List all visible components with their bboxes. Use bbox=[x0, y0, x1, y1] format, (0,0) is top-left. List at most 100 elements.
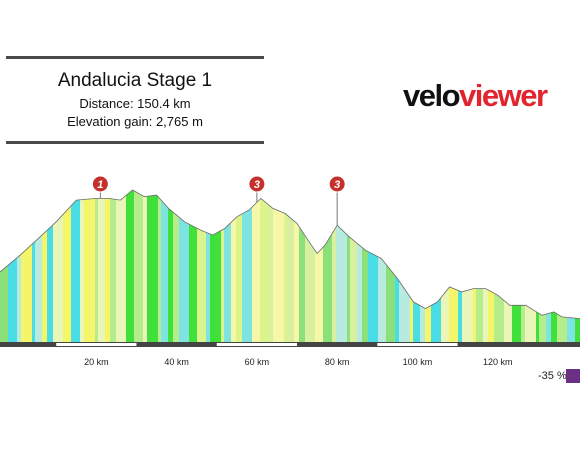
gradient-strip bbox=[494, 190, 505, 342]
gradient-strip bbox=[98, 190, 106, 342]
gradient-strip bbox=[323, 190, 333, 342]
gradient-strip bbox=[161, 190, 169, 342]
gradient-legend-label: -35 % bbox=[538, 370, 567, 382]
gradient-strip bbox=[350, 190, 358, 342]
gradient-strip bbox=[551, 190, 558, 342]
x-tick-label: 60 km bbox=[245, 357, 270, 367]
gradient-strip bbox=[173, 190, 180, 342]
gradient-strip bbox=[332, 190, 337, 342]
climb-marker-badge bbox=[328, 175, 346, 193]
gradient-strips bbox=[0, 190, 580, 342]
gradient-strip bbox=[242, 190, 253, 342]
gradient-strip bbox=[71, 190, 81, 342]
gradient-strip bbox=[449, 190, 459, 342]
gradient-strip bbox=[315, 190, 324, 342]
gradient-strip bbox=[413, 190, 421, 342]
gradient-strip bbox=[488, 190, 495, 342]
gradient-strip bbox=[273, 190, 285, 342]
gradient-strip bbox=[431, 190, 442, 342]
gradient-strip bbox=[362, 190, 369, 342]
axis-bar-segment bbox=[377, 343, 458, 346]
gradient-strip bbox=[17, 190, 22, 342]
gradient-strip bbox=[252, 190, 261, 342]
gradient-strip bbox=[525, 190, 537, 342]
gradient-strip bbox=[305, 190, 316, 342]
gradient-strip bbox=[35, 190, 43, 342]
gradient-strip bbox=[0, 190, 9, 342]
gradient-strip bbox=[53, 190, 64, 342]
gradient-strip bbox=[299, 190, 306, 342]
logo-velo: velo bbox=[403, 78, 461, 113]
veloviewer-logo: veloviewer bbox=[403, 78, 548, 113]
gradient-strip bbox=[224, 190, 232, 342]
gradient-strip bbox=[476, 190, 484, 342]
gradient-strip bbox=[168, 190, 174, 342]
gradient-strip bbox=[84, 190, 96, 342]
gradient-strip bbox=[80, 190, 85, 342]
x-tick-label: 40 km bbox=[164, 357, 189, 367]
gradient-strip bbox=[575, 190, 580, 342]
gradient-strip bbox=[458, 190, 463, 342]
gradient-strip bbox=[395, 190, 400, 342]
gradient-strip bbox=[546, 190, 552, 342]
gradient-strip bbox=[63, 190, 72, 342]
gradient-strip bbox=[347, 190, 351, 342]
gradient-strip bbox=[179, 190, 190, 342]
gradient-strip bbox=[189, 190, 198, 342]
gradient-strip bbox=[441, 190, 450, 342]
axis-bar-segment bbox=[56, 343, 137, 346]
logo-viewer: viewer bbox=[459, 78, 548, 113]
gradient-strip bbox=[158, 190, 162, 342]
gradient-strip bbox=[8, 190, 18, 342]
gradient-strip bbox=[260, 190, 270, 342]
gradient-strip bbox=[399, 190, 411, 342]
gradient-strip bbox=[197, 190, 207, 342]
stage-info-box: Andalucia Stage 1 Distance: 150.4 km Ele… bbox=[6, 56, 264, 146]
climb-category-label: 1 bbox=[97, 179, 103, 191]
gradient-strip bbox=[47, 190, 54, 342]
gradient-strip bbox=[105, 190, 111, 342]
x-tick-label: 120 km bbox=[483, 357, 513, 367]
x-tick-label: 80 km bbox=[325, 357, 350, 367]
gradient-strip bbox=[378, 190, 387, 342]
gradient-strip bbox=[110, 190, 117, 342]
gradient-strip bbox=[287, 190, 295, 342]
gradient-strip bbox=[284, 190, 288, 342]
gradient-strip bbox=[336, 190, 348, 342]
gradient-strip bbox=[425, 190, 432, 342]
x-tick-label: 20 km bbox=[84, 357, 109, 367]
climb-marker-badge bbox=[91, 175, 109, 193]
stage-title: Andalucia Stage 1 bbox=[57, 70, 213, 91]
distance-axis-bar bbox=[0, 342, 580, 347]
gradient-strip bbox=[143, 190, 148, 342]
gradient-strip bbox=[483, 190, 489, 342]
gradient-strip bbox=[126, 190, 135, 342]
gradient-strip bbox=[116, 190, 127, 342]
elevation-gain-text: Elevation gain: 2,765 m bbox=[67, 114, 203, 129]
gradient-strip bbox=[512, 190, 522, 342]
distance-text: Distance: 150.4 km bbox=[79, 96, 191, 111]
gradient-strip bbox=[269, 190, 274, 342]
gradient-legend-swatch bbox=[566, 369, 580, 383]
gradient-strip bbox=[95, 190, 99, 342]
gradient-strip bbox=[521, 190, 526, 342]
gradient-strip bbox=[236, 190, 243, 342]
gradient-strip bbox=[567, 190, 576, 342]
profile-outline bbox=[0, 189, 580, 319]
gradient-strip bbox=[21, 190, 33, 342]
climb-marker-badge bbox=[248, 175, 266, 193]
bottom-rule bbox=[6, 141, 264, 144]
climb-category-label: 3 bbox=[334, 179, 340, 191]
gradient-strip bbox=[504, 190, 513, 342]
gradient-strip bbox=[221, 190, 225, 342]
gradient-strip bbox=[462, 190, 474, 342]
gradient-strip bbox=[147, 190, 159, 342]
gradient-strip bbox=[42, 190, 48, 342]
gradient-strip bbox=[539, 190, 547, 342]
gradient-strip bbox=[32, 190, 36, 342]
top-rule bbox=[6, 56, 264, 59]
gradient-strip bbox=[368, 190, 379, 342]
axis-bar-segment bbox=[216, 343, 298, 346]
gradient-strip bbox=[134, 190, 144, 342]
